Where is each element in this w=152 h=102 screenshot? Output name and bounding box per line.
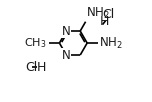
Text: Cl: Cl: [26, 61, 38, 74]
Text: N: N: [62, 49, 71, 62]
Text: H: H: [37, 61, 47, 74]
Text: NH$_2$: NH$_2$: [86, 6, 110, 21]
Text: Cl: Cl: [103, 8, 115, 21]
Text: H: H: [100, 15, 110, 28]
Text: N: N: [62, 25, 71, 38]
Text: CH$_3$: CH$_3$: [24, 36, 46, 50]
Text: NH$_2$: NH$_2$: [99, 35, 123, 51]
